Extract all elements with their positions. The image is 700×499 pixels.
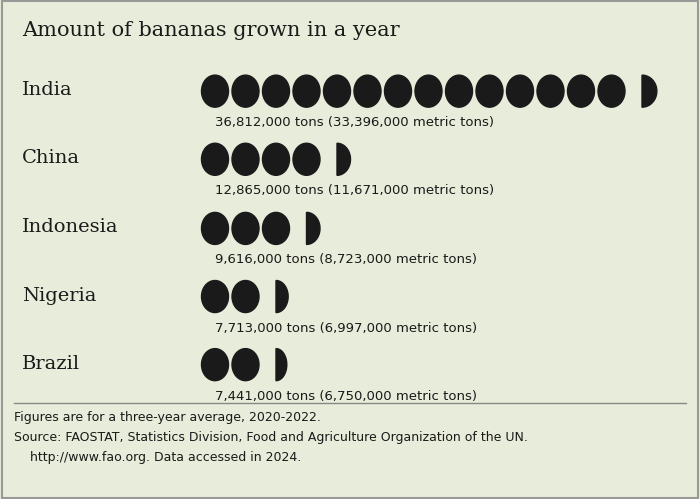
Text: 7,713,000 tons (6,997,000 metric tons): 7,713,000 tons (6,997,000 metric tons)	[215, 321, 477, 334]
Ellipse shape	[384, 75, 412, 107]
Ellipse shape	[507, 75, 533, 107]
Ellipse shape	[202, 75, 228, 107]
Ellipse shape	[293, 143, 320, 175]
Ellipse shape	[202, 349, 228, 381]
Polygon shape	[276, 280, 288, 312]
Text: Brazil: Brazil	[22, 355, 80, 373]
Text: 12,865,000 tons (11,671,000 metric tons): 12,865,000 tons (11,671,000 metric tons)	[215, 184, 494, 197]
Ellipse shape	[537, 75, 564, 107]
Text: 7,441,000 tons (6,750,000 metric tons): 7,441,000 tons (6,750,000 metric tons)	[215, 390, 477, 403]
Text: 36,812,000 tons (33,396,000 metric tons): 36,812,000 tons (33,396,000 metric tons)	[215, 116, 494, 129]
Ellipse shape	[323, 75, 351, 107]
Text: 9,616,000 tons (8,723,000 metric tons): 9,616,000 tons (8,723,000 metric tons)	[215, 253, 477, 266]
Ellipse shape	[415, 75, 442, 107]
Ellipse shape	[202, 143, 228, 175]
Text: Amount of bananas grown in a year: Amount of bananas grown in a year	[22, 21, 400, 40]
Text: China: China	[22, 149, 80, 167]
Ellipse shape	[232, 280, 259, 312]
Polygon shape	[642, 75, 657, 107]
Ellipse shape	[232, 75, 259, 107]
Text: Nigeria: Nigeria	[22, 286, 97, 304]
Ellipse shape	[232, 213, 259, 245]
Text: Figures are for a three-year average, 2020-2022.: Figures are for a three-year average, 20…	[14, 411, 321, 424]
Polygon shape	[307, 213, 320, 245]
Ellipse shape	[262, 143, 290, 175]
Polygon shape	[276, 349, 287, 381]
Ellipse shape	[232, 349, 259, 381]
Ellipse shape	[262, 75, 290, 107]
Ellipse shape	[445, 75, 472, 107]
Ellipse shape	[354, 75, 381, 107]
Text: Source: FAOSTAT, Statistics Division, Food and Agriculture Organization of the U: Source: FAOSTAT, Statistics Division, Fo…	[14, 431, 528, 444]
Ellipse shape	[476, 75, 503, 107]
Text: Indonesia: Indonesia	[22, 219, 118, 237]
Text: http://www.fao.org. Data accessed in 2024.: http://www.fao.org. Data accessed in 202…	[14, 451, 301, 464]
Ellipse shape	[262, 213, 290, 245]
Ellipse shape	[293, 75, 320, 107]
Ellipse shape	[568, 75, 594, 107]
Ellipse shape	[232, 143, 259, 175]
Text: India: India	[22, 81, 73, 99]
Polygon shape	[337, 143, 351, 175]
Ellipse shape	[202, 280, 228, 312]
Ellipse shape	[202, 213, 228, 245]
Ellipse shape	[598, 75, 625, 107]
